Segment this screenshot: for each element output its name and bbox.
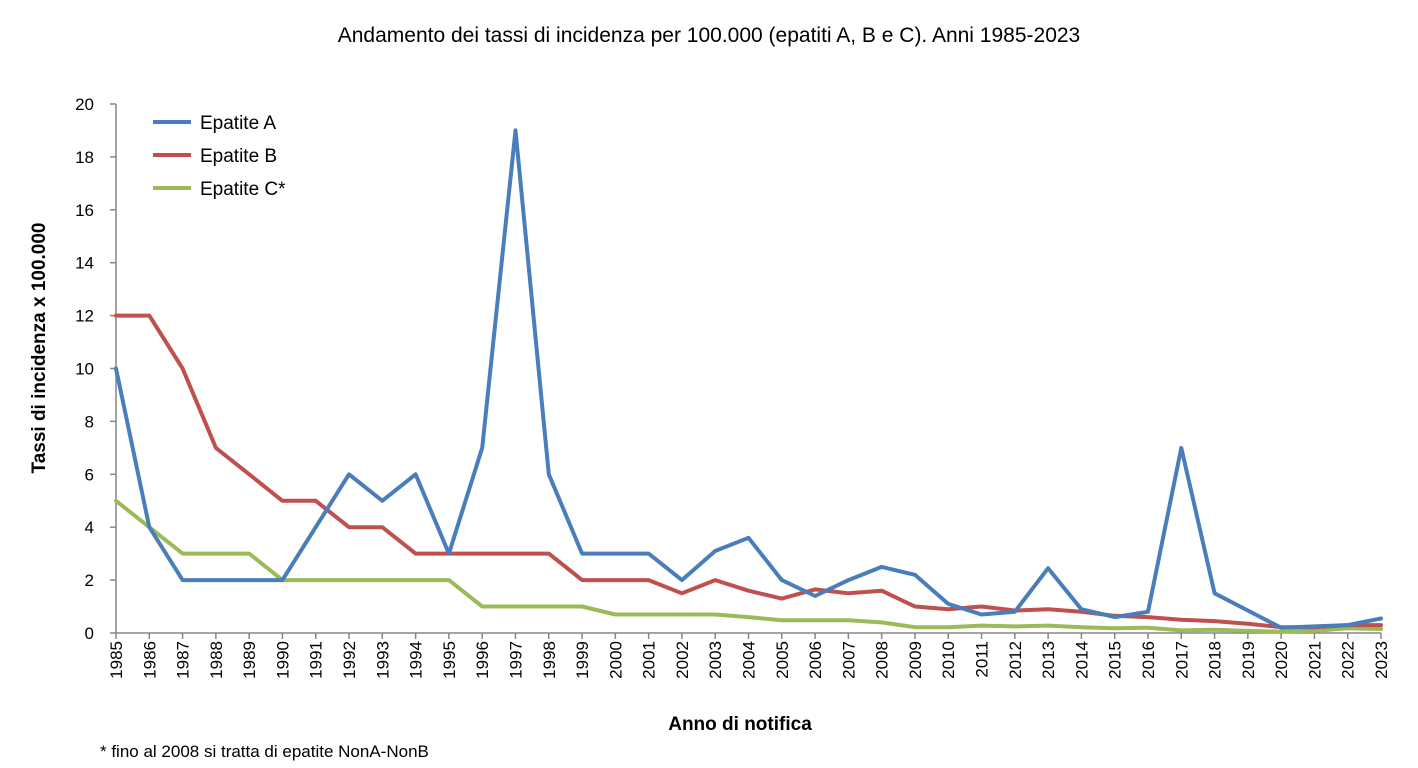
x-tick-label: 1989 <box>240 641 259 679</box>
y-tick-label: 16 <box>75 201 94 220</box>
x-tick-label: 1995 <box>440 641 459 679</box>
x-tick-label: 2008 <box>873 641 892 679</box>
x-tick-label: 2016 <box>1139 641 1158 679</box>
x-tick-label: 1996 <box>473 641 492 679</box>
x-axis-label: Anno di notifica <box>668 714 812 735</box>
x-tick-label: 1998 <box>540 641 559 679</box>
x-tick-label: 2014 <box>1072 641 1091 679</box>
x-tick-label: 2018 <box>1206 641 1225 679</box>
x-tick-label: 2011 <box>973 641 992 678</box>
y-tick-label: 12 <box>75 307 94 326</box>
chart-title: Andamento dei tassi di incidenza per 100… <box>338 24 1081 47</box>
x-tick-label: 2019 <box>1239 641 1258 679</box>
x-tick-label: 1997 <box>506 641 525 679</box>
x-tick-label: 1992 <box>340 641 359 679</box>
y-tick-label: 2 <box>85 571 94 590</box>
y-tick-label: 6 <box>85 465 94 484</box>
x-tick-label: 2015 <box>1106 641 1125 679</box>
y-tick-label: 0 <box>85 624 94 643</box>
series-line-epatite-a <box>114 128 1383 630</box>
y-tick-label: 20 <box>75 95 94 114</box>
legend: Epatite A Epatite B Epatite C* <box>153 113 286 200</box>
series-line-epatite-c <box>114 498 1383 634</box>
footnote: * fino al 2008 si tratta di epatite NonA… <box>100 742 429 761</box>
x-tick-label: 2001 <box>640 641 659 679</box>
x-tick-label: 1994 <box>407 641 426 679</box>
x-tick-label: 2021 <box>1305 641 1324 679</box>
y-tick-label: 8 <box>85 412 94 431</box>
x-tick-label: 1987 <box>174 641 193 679</box>
x-tick-label: 1993 <box>373 641 392 679</box>
x-tick-label: 1990 <box>273 641 292 679</box>
y-tick-label: 4 <box>85 518 94 537</box>
x-tick-label: 2022 <box>1339 641 1358 679</box>
x-tick-label: 2017 <box>1172 641 1191 679</box>
legend-label: Epatite A <box>200 113 276 134</box>
x-tick-label: 2006 <box>806 641 825 679</box>
legend-label: Epatite C* <box>200 179 286 200</box>
x-tick-label: 2013 <box>1039 641 1058 679</box>
x-tick-label: 1986 <box>140 641 159 679</box>
x-tick-label: 2000 <box>606 641 625 679</box>
x-tick-label: 2009 <box>906 641 925 679</box>
y-tick-label: 10 <box>75 360 94 379</box>
x-tick-label: 2004 <box>740 641 759 679</box>
x-tick-label: 1999 <box>573 641 592 679</box>
y-tick-label: 14 <box>75 254 94 273</box>
x-ticks: 1985 1986 1987 1988 1989 1990 1991 1992 1993 1994… <box>107 633 1391 679</box>
x-tick-label: 2005 <box>773 641 792 679</box>
x-tick-label: 2010 <box>939 641 958 679</box>
y-tick-label: 18 <box>75 148 94 167</box>
x-tick-label: 2020 <box>1272 641 1291 679</box>
legend-label: Epatite B <box>200 146 277 167</box>
series-lines <box>114 128 1383 634</box>
x-tick-label: 2012 <box>1006 641 1025 679</box>
y-axis-label: Tassi di incidenza x 100.000 <box>29 223 50 474</box>
y-ticks: 0 2 4 6 8 10 12 14 16 18 20 <box>75 95 116 643</box>
x-tick-label: 2002 <box>673 641 692 679</box>
x-tick-label: 2023 <box>1372 641 1391 679</box>
x-tick-label: 1985 <box>107 641 126 679</box>
x-tick-label: 1988 <box>207 641 226 679</box>
x-tick-label: 1991 <box>307 641 326 679</box>
x-tick-label: 2003 <box>706 641 725 679</box>
x-tick-label: 2007 <box>839 641 858 679</box>
